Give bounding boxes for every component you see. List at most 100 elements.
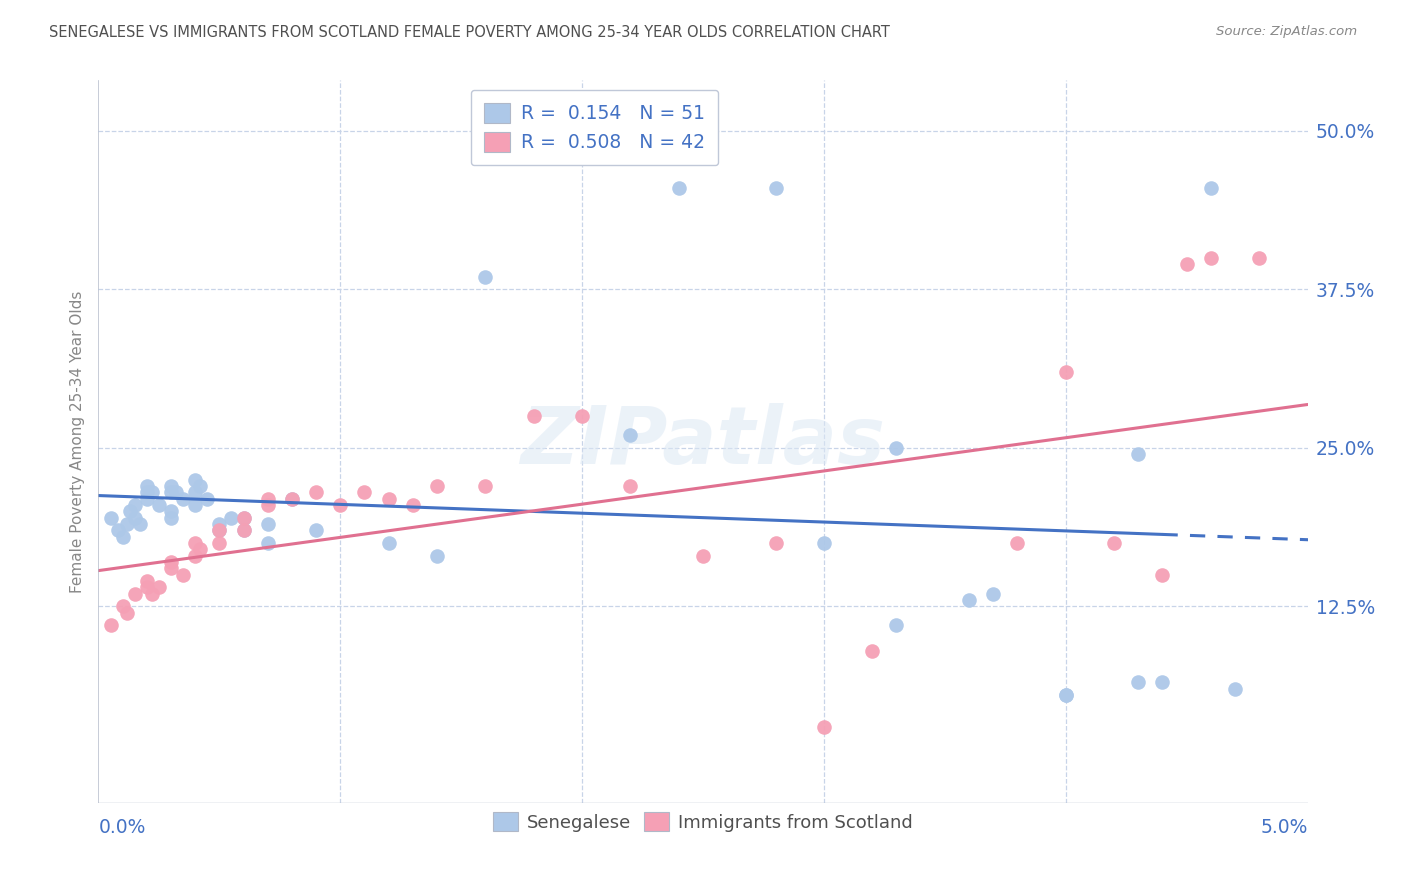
Point — [765, 536, 787, 550]
Point — [1152, 567, 1174, 582]
Point — [1102, 536, 1125, 550]
Point — [111, 530, 134, 544]
Point — [813, 720, 835, 734]
Point — [426, 479, 449, 493]
Point — [135, 580, 157, 594]
Point — [160, 504, 183, 518]
Point — [135, 479, 157, 493]
Point — [329, 498, 352, 512]
Point — [160, 485, 183, 500]
Point — [1054, 365, 1077, 379]
Point — [118, 504, 141, 518]
Point — [160, 561, 183, 575]
Point — [256, 536, 278, 550]
Point — [195, 491, 218, 506]
Point — [135, 491, 157, 506]
Text: 5.0%: 5.0% — [1260, 818, 1308, 837]
Point — [148, 580, 170, 594]
Point — [208, 516, 231, 531]
Point — [232, 510, 254, 524]
Point — [474, 479, 496, 493]
Point — [619, 428, 641, 442]
Point — [165, 485, 187, 500]
Point — [813, 536, 835, 550]
Point — [184, 498, 207, 512]
Point — [1199, 181, 1222, 195]
Point — [124, 498, 146, 512]
Point — [474, 269, 496, 284]
Point — [124, 587, 146, 601]
Point — [128, 516, 150, 531]
Point — [426, 549, 449, 563]
Point — [221, 510, 243, 524]
Point — [184, 473, 207, 487]
Point — [124, 510, 146, 524]
Point — [1054, 688, 1077, 702]
Point — [100, 618, 122, 632]
Point — [765, 181, 787, 195]
Point — [141, 587, 163, 601]
Point — [232, 523, 254, 537]
Legend: Senegalese, Immigrants from Scotland: Senegalese, Immigrants from Scotland — [484, 803, 922, 841]
Point — [172, 491, 194, 506]
Point — [402, 498, 425, 512]
Point — [281, 491, 304, 506]
Point — [107, 523, 129, 537]
Point — [571, 409, 593, 424]
Point — [117, 606, 139, 620]
Point — [188, 479, 211, 493]
Text: SENEGALESE VS IMMIGRANTS FROM SCOTLAND FEMALE POVERTY AMONG 25-34 YEAR OLDS CORR: SENEGALESE VS IMMIGRANTS FROM SCOTLAND F… — [49, 25, 890, 40]
Point — [377, 536, 399, 550]
Point — [184, 536, 207, 550]
Point — [148, 498, 170, 512]
Point — [160, 510, 183, 524]
Point — [208, 523, 231, 537]
Point — [172, 567, 194, 582]
Text: 0.0%: 0.0% — [98, 818, 146, 837]
Point — [957, 593, 980, 607]
Point — [256, 498, 278, 512]
Point — [523, 409, 546, 424]
Text: ZIPatlas: ZIPatlas — [520, 402, 886, 481]
Point — [305, 485, 328, 500]
Point — [1128, 447, 1150, 461]
Point — [232, 523, 254, 537]
Point — [100, 510, 122, 524]
Point — [981, 587, 1004, 601]
Point — [141, 485, 163, 500]
Point — [1128, 675, 1150, 690]
Point — [1152, 675, 1174, 690]
Point — [353, 485, 375, 500]
Point — [208, 536, 231, 550]
Point — [1199, 251, 1222, 265]
Point — [184, 485, 207, 500]
Point — [692, 549, 714, 563]
Point — [135, 485, 157, 500]
Point — [305, 523, 328, 537]
Point — [886, 441, 908, 455]
Point — [256, 516, 278, 531]
Point — [668, 181, 690, 195]
Point — [377, 491, 399, 506]
Point — [256, 491, 278, 506]
Point — [188, 542, 211, 557]
Point — [1249, 251, 1271, 265]
Point — [1223, 681, 1246, 696]
Point — [160, 555, 183, 569]
Y-axis label: Female Poverty Among 25-34 Year Olds: Female Poverty Among 25-34 Year Olds — [69, 291, 84, 592]
Point — [1007, 536, 1029, 550]
Point — [281, 491, 304, 506]
Point — [1175, 257, 1198, 271]
Point — [111, 599, 134, 614]
Point — [860, 643, 883, 657]
Point — [1054, 688, 1077, 702]
Point — [160, 479, 183, 493]
Point — [886, 618, 908, 632]
Point — [208, 523, 231, 537]
Point — [184, 549, 207, 563]
Point — [619, 479, 641, 493]
Point — [232, 510, 254, 524]
Text: Source: ZipAtlas.com: Source: ZipAtlas.com — [1216, 25, 1357, 38]
Point — [135, 574, 157, 588]
Point — [117, 516, 139, 531]
